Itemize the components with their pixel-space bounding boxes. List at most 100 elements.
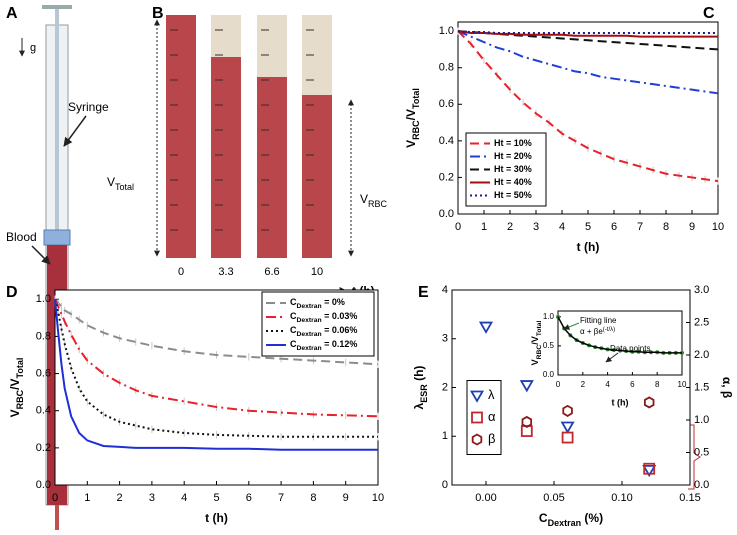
y-tick-label: 0.4 [439, 135, 454, 147]
panel-label: C [703, 5, 715, 22]
marker [521, 415, 533, 428]
series-line [54, 299, 378, 451]
x-tick-label: 10 [372, 492, 384, 504]
y2-tick-label: 1.5 [694, 381, 709, 393]
x-tick-label: 0.10 [611, 492, 632, 504]
y-tick-label: 4 [442, 284, 448, 296]
blood-label: Blood [6, 230, 37, 244]
y-tick-label: 0 [442, 479, 448, 491]
marker [562, 404, 573, 417]
panel-label: B [152, 5, 164, 22]
x-tick-label: 9 [343, 492, 349, 504]
marker [642, 464, 657, 478]
x-tick-label: 6 [611, 221, 617, 233]
y-axis-label-part: V [404, 140, 418, 148]
legend-label: CDextran = 0.03% [290, 311, 357, 324]
panel-label: D [6, 284, 18, 301]
time-label: 0 [178, 266, 184, 278]
y-axis-label-part: (h) [412, 366, 426, 385]
x-tick-label: 1 [481, 221, 487, 233]
y2-tick-label: 3.0 [694, 284, 709, 296]
legend-label: CDextran = 0.12% [290, 339, 357, 352]
y2-tick-label: 2.5 [694, 316, 709, 328]
series-line [457, 30, 718, 34]
legend-label-part: = 0% [322, 297, 345, 307]
legend-label: Ht = 40% [494, 177, 532, 187]
x-tick-label: 8 [310, 492, 316, 504]
y-axis-label: VRBC/VTotal [530, 320, 543, 365]
x-tick-label: 5 [585, 221, 591, 233]
x-tick-label: 0 [52, 492, 58, 504]
annotation-formula-part: α + βe [580, 327, 603, 336]
x-tick-label: 4 [559, 221, 565, 233]
x-tick-label: 8 [655, 380, 660, 389]
marker [478, 321, 494, 334]
y-axis-label-part: Total [536, 320, 543, 336]
x-tick-label: 6 [246, 492, 252, 504]
legend-label-part: = 0.03% [322, 311, 358, 321]
y-axis-label-part: /V [8, 378, 22, 389]
y-axis-label-part: /V [530, 336, 540, 345]
bracket [688, 424, 701, 490]
legend-label-part: Dextran [297, 345, 322, 352]
legend-label: CDextran = 0% [290, 297, 345, 310]
series-line [457, 30, 719, 183]
annotation: Fitting line [580, 316, 617, 325]
x-tick-label: 5 [213, 492, 219, 504]
x-axis-label-part: C [539, 511, 548, 525]
legend-label-part: C [290, 311, 297, 321]
x-tick-label: 2 [581, 380, 586, 389]
series-line [457, 30, 719, 95]
y2-tick-label: 1.0 [694, 414, 709, 426]
pointer-arrow [63, 115, 87, 147]
legend-label-part: C [290, 297, 297, 307]
y-tick-label: 2 [442, 381, 448, 393]
legend-label-part: Dextran [297, 303, 322, 310]
y-axis-label-part: /V [404, 109, 418, 120]
x-axis-label-part: (%) [581, 511, 603, 525]
legend-label: CDextran = 0.06% [290, 325, 357, 338]
legend-label: Ht = 50% [494, 190, 532, 200]
legend-box [465, 132, 547, 207]
x-tick-label: 0 [556, 380, 561, 389]
x-axis-label: t (h) [205, 511, 228, 525]
time-label: 10 [311, 266, 323, 278]
time-label: 6.6 [264, 266, 279, 278]
y-tick-label: 0.4 [36, 405, 51, 417]
y-tick-label: 0.8 [36, 330, 51, 342]
y-axis-label: VRBC/VTotal [8, 358, 25, 418]
legend-label: λ [488, 387, 495, 402]
x-tick-label: 6 [630, 380, 635, 389]
legend-label-part: = 0.12% [322, 339, 358, 349]
annotation-formula: α + βe(-t/λ) [580, 327, 615, 337]
series-line [457, 30, 718, 38]
y-axis-label: λESR (h) [412, 366, 429, 410]
x-axis-label: CDextran (%) [539, 511, 603, 528]
marker [561, 431, 574, 444]
x-tick-label: 0.15 [679, 492, 700, 504]
y-tick-label: 0.2 [36, 442, 51, 454]
plot-frame [557, 310, 683, 376]
annotation: Data points [610, 344, 650, 353]
marker [643, 396, 655, 409]
legend-label: β [488, 431, 495, 446]
legend-label: Ht = 10% [494, 138, 532, 148]
x-tick-label: 2 [507, 221, 513, 233]
y-axis-label: VRBC/VTotal [404, 88, 421, 148]
y-tick-label: 0.0 [543, 370, 555, 379]
y2-axis-label: α, β [720, 377, 734, 398]
v-total-label-part: Total [115, 182, 134, 192]
x-tick-label: 0 [455, 221, 461, 233]
marker [471, 433, 483, 446]
series-line [557, 316, 682, 354]
y-axis-label-part: V [8, 409, 22, 417]
x-tick-label: 9 [689, 221, 695, 233]
legend-label-part: Dextran [297, 331, 322, 338]
v-rbc-label: VRBC [360, 192, 388, 209]
y-axis-label-part: V [530, 359, 540, 365]
y-tick-label: 1 [442, 430, 448, 442]
x-tick-label: 3 [533, 221, 539, 233]
v-total-label: VTotal [107, 175, 134, 192]
y-tick-label: 1.0 [439, 25, 454, 37]
